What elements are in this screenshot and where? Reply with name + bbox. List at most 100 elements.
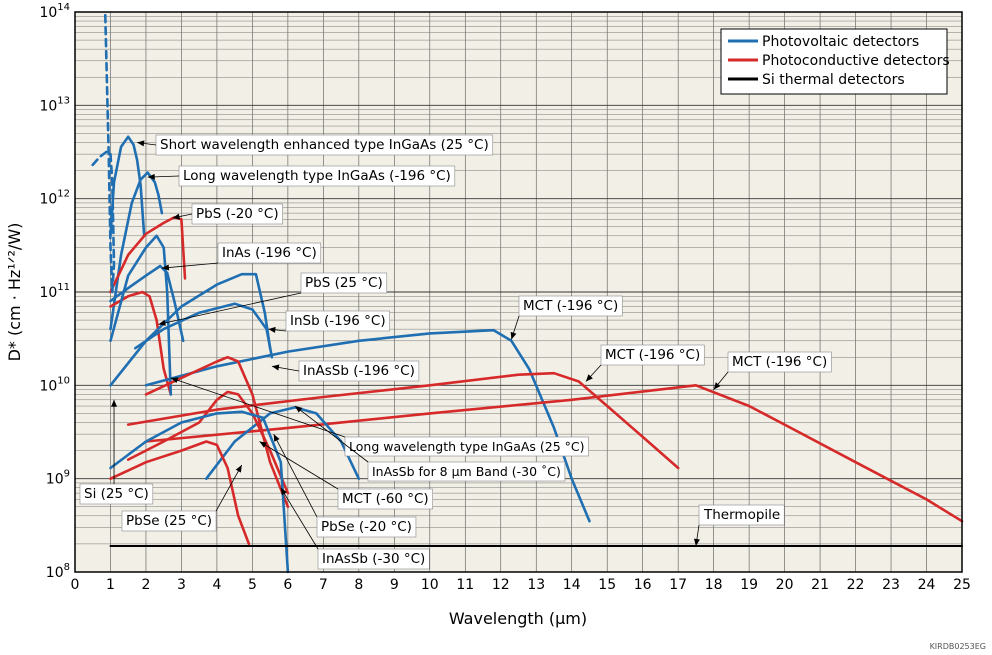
- callout: Long wavelength type InGaAs (25 °C): [170, 377, 589, 457]
- x-tick-label: 23: [882, 577, 900, 593]
- y-tick-label: 1012: [39, 189, 70, 208]
- x-tick-label: 20: [776, 577, 794, 593]
- callout-label: PbS (25 °C): [305, 275, 383, 291]
- callout-arrowhead: [170, 377, 179, 384]
- callout-arrowhead: [510, 331, 517, 340]
- callout-box: [727, 351, 832, 373]
- callout-label: Si (25 °C): [84, 486, 149, 502]
- x-tick-label: 14: [563, 577, 581, 593]
- callout: InAsSb (-30 °C): [280, 487, 430, 570]
- x-tick-label: 13: [527, 577, 545, 593]
- x-tick-label: 16: [634, 577, 652, 593]
- x-tick-label: 0: [71, 577, 80, 593]
- x-tick-label: 9: [390, 577, 399, 593]
- series-line: [109, 440, 251, 546]
- callout-leader: [259, 441, 339, 490]
- callout: Si (25 °C): [79, 399, 154, 505]
- x-tick-label: 3: [177, 577, 186, 593]
- callout: MCT (-196 °C): [585, 344, 705, 382]
- callout-arrowhead: [158, 319, 166, 326]
- y-tick-labels: 108 109 1010 1011 1012 1013 1014: [39, 2, 70, 581]
- callout-arrowhead: [111, 399, 118, 407]
- callout-arrowhead: [271, 364, 280, 371]
- callout-label: MCT (-196 °C): [523, 298, 618, 314]
- callout-label: InAsSb for 8 μm Band (-30 ˚C): [372, 464, 561, 479]
- callout: InSb (-196 °C): [268, 310, 390, 333]
- x-tick-label: 2: [141, 577, 150, 593]
- x-tick-labels: 0 1 2 3 4 5 6 7 8 9 10 11 12 13 14 15 16 17 18 19 20 21 22 23 24…: [71, 577, 971, 593]
- x-tick-label: 21: [811, 577, 829, 593]
- figure-code: KIRDB0253EG: [930, 642, 986, 651]
- callout-label: InAsSb (-196 °C): [303, 363, 415, 379]
- callout-label: Long wavelength type InGaAs (25 °C): [349, 439, 585, 454]
- x-tick-label: 19: [740, 577, 758, 593]
- callout-box: [300, 272, 388, 294]
- x-tick-label: 25: [953, 577, 971, 593]
- callout-label: PbSe (25 °C): [126, 513, 212, 529]
- y-axis-title: D* (cm · Hz¹ᐟ²/W): [5, 223, 24, 362]
- callout: PbSe (-20 °C): [273, 433, 417, 538]
- series-line: [144, 355, 290, 509]
- series-line: [109, 290, 173, 396]
- callout-box: [79, 483, 154, 505]
- y-tick-label: 1013: [39, 95, 70, 114]
- series-line: [109, 272, 272, 387]
- callout-box: [600, 344, 705, 366]
- x-tick-label: 6: [283, 577, 292, 593]
- series-line: [126, 371, 680, 470]
- x-tick-label: 4: [212, 577, 221, 593]
- callout-box: [317, 548, 430, 570]
- y-tick-label: 1011: [39, 282, 70, 301]
- callout-label: Long wavelength type InGaAs (-196 °C): [183, 168, 451, 184]
- x-tick-label: 7: [319, 577, 328, 593]
- x-tick-label: 12: [492, 577, 510, 593]
- x-tick-label: 8: [354, 577, 363, 593]
- callout-box: [367, 461, 566, 482]
- callout-arrowhead: [172, 213, 181, 220]
- legend-label: Si thermal detectors: [762, 72, 905, 88]
- y-tick-label: 1010: [39, 375, 70, 394]
- callout: Long wavelength type InGaAs (-196 °C): [147, 165, 456, 187]
- callout: InAs (-196 °C): [161, 242, 322, 271]
- callout-arrowhead: [713, 382, 721, 390]
- legend: Photovoltaic detectors Photoconductive de…: [720, 28, 950, 95]
- x-tick-label: 11: [456, 577, 474, 593]
- callout: MCT (-196 °C): [713, 351, 832, 390]
- callout: InAsSb for 8 μm Band (-30 ˚C): [294, 405, 566, 482]
- callout-arrowhead: [294, 406, 303, 413]
- series-line: [109, 234, 173, 396]
- x-tick-label: 5: [248, 577, 257, 593]
- callout-label: InSb (-196 °C): [290, 313, 386, 329]
- x-tick-label: 15: [598, 577, 616, 593]
- x-tick-label: 18: [705, 577, 723, 593]
- callout-leader: [280, 487, 319, 550]
- callout-box: [285, 310, 390, 332]
- callout: MCT (-196 °C): [510, 295, 623, 340]
- series-line: [144, 384, 964, 523]
- callout: MCT (-60 °C): [259, 441, 433, 510]
- callout-arrowhead: [280, 487, 287, 496]
- callout-leader: [170, 377, 346, 438]
- callout-arrowhead: [268, 326, 276, 333]
- legend-label: Photoconductive detectors: [762, 53, 950, 69]
- callout-arrowhead: [693, 538, 700, 546]
- callout-arrowhead: [273, 434, 280, 442]
- series-line: [91, 10, 116, 294]
- callout-box: [121, 510, 217, 532]
- callout: InAsSb (-196 °C): [271, 360, 420, 382]
- callout-box: [217, 242, 322, 264]
- callout-label: MCT (-196 °C): [605, 347, 700, 363]
- callout-label: Short wavelength enhanced type InGaAs (2…: [160, 137, 489, 153]
- callout-leader: [158, 292, 302, 325]
- x-tick-label: 1: [106, 577, 115, 593]
- callout-arrowhead: [147, 173, 155, 180]
- series-line: [109, 216, 187, 294]
- callout-leader: [215, 464, 243, 512]
- callout-box: [316, 516, 417, 538]
- callout-leader: [273, 433, 318, 518]
- callout: PbSe (25 °C): [121, 464, 243, 532]
- y-tick-label: 1014: [39, 2, 70, 21]
- callout-box: [698, 504, 785, 526]
- callout-box: [518, 295, 623, 317]
